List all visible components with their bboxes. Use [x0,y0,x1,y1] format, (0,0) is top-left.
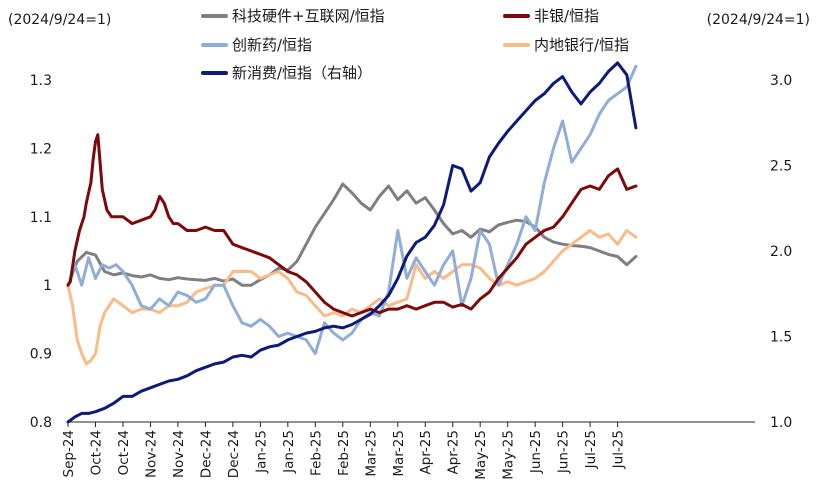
x-tick-label: Nov-24 [143,430,159,478]
y-left-tick-label: 1.2 [30,141,52,157]
left-axis-unit: (2024/9/24=1) [8,12,111,28]
x-tick-label: May-25 [501,430,517,480]
series-line-0 [66,182,638,287]
y-right-tick-label: 3.0 [770,73,792,89]
x-tick-label: Sep-24 [61,430,77,478]
series-lines [66,61,638,424]
y-right-tick-label: 1.0 [770,415,792,431]
x-tick-label: Dec-24 [198,430,214,478]
series-line-3 [66,229,638,366]
x-tick-label: Dec-24 [226,430,242,478]
x-tick-label: Jan-25 [281,430,297,474]
x-tick-label: Nov-24 [171,430,187,478]
y-left-tick-label: 1.3 [30,73,52,89]
y-left-tick-label: 0.9 [30,347,52,363]
x-tick-label: Oct-24 [116,430,132,475]
x-tick-label: Jul-25 [611,430,627,469]
y-left-tick-label: 1 [43,278,52,294]
series-line-4 [66,61,638,424]
x-tick-label: Jan-25 [253,430,269,474]
y-right-tick-label: 1.5 [770,330,792,346]
x-tick-label: May-25 [473,430,489,480]
y-left-tick-label: 0.8 [30,415,52,431]
legend-label: 科技硬件+互联网/恒指 [232,7,385,25]
x-tick-label: Jul-25 [583,430,599,469]
x-tick-label: Apr-25 [446,430,462,475]
x-tick-label: Jun-25 [528,430,544,474]
legend-label: 内地银行/恒指 [534,36,629,54]
x-tick-label: Mar-25 [391,430,407,477]
x-tick-label: Jun-25 [556,430,572,474]
x-tick-label: Oct-24 [88,430,104,475]
y-left-tick-label: 1.1 [30,210,52,226]
chart-axes: 0.8 0.9 1 1.1 1.2 1.3 1.0 1.5 2.0 2.5 3.0 Sep-24 Oct… [30,73,793,480]
series-line-2 [66,64,638,356]
legend-label: 非银/恒指 [534,7,599,25]
y-right-tick-label: 2.5 [770,159,792,175]
right-axis-unit: (2024/9/24=1) [707,12,810,28]
legend-label: 创新药/恒指 [232,36,312,54]
x-tick-label: Apr-25 [418,430,434,475]
y-right-tick-label: 2.0 [770,244,792,260]
x-tick-label: Mar-25 [363,430,379,477]
x-tick-label: Feb-25 [336,430,352,476]
legend-label: 新消费/恒指（右轴） [232,64,372,82]
series-line-1 [66,133,638,318]
x-tick-label: Feb-25 [308,430,324,476]
